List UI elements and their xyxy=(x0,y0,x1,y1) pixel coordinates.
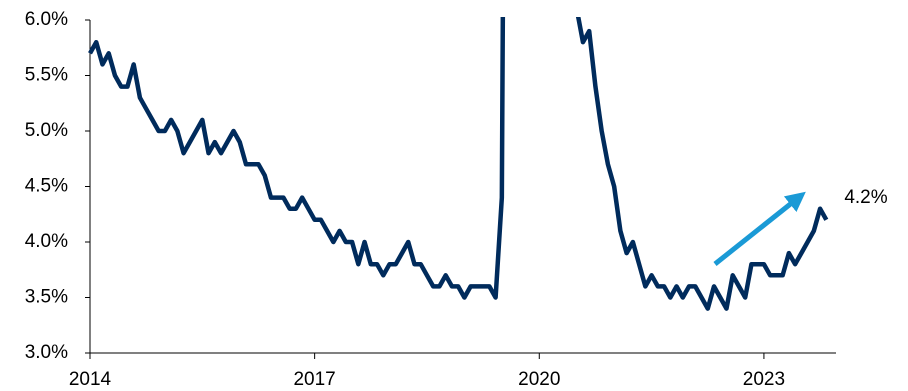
y-tick-label: 5.5% xyxy=(25,65,68,86)
x-tick-label: 2014 xyxy=(69,369,112,390)
y-tick-label: 4.0% xyxy=(25,231,68,252)
y-tick-label: 4.5% xyxy=(25,176,68,197)
plot-area xyxy=(88,17,829,311)
trend-arrow xyxy=(713,191,806,266)
y-tick-label: 5.0% xyxy=(25,120,68,141)
y-tick-label: 6.0% xyxy=(25,9,68,30)
x-tick-label: 2023 xyxy=(743,369,785,390)
end-label: 4.2% xyxy=(844,187,887,208)
y-tick-label: 3.5% xyxy=(25,287,68,308)
x-tick-label: 2020 xyxy=(518,369,560,390)
y-tick-label: 3.0% xyxy=(25,342,68,363)
series-line xyxy=(88,17,829,311)
x-tick-label: 2017 xyxy=(293,369,335,390)
